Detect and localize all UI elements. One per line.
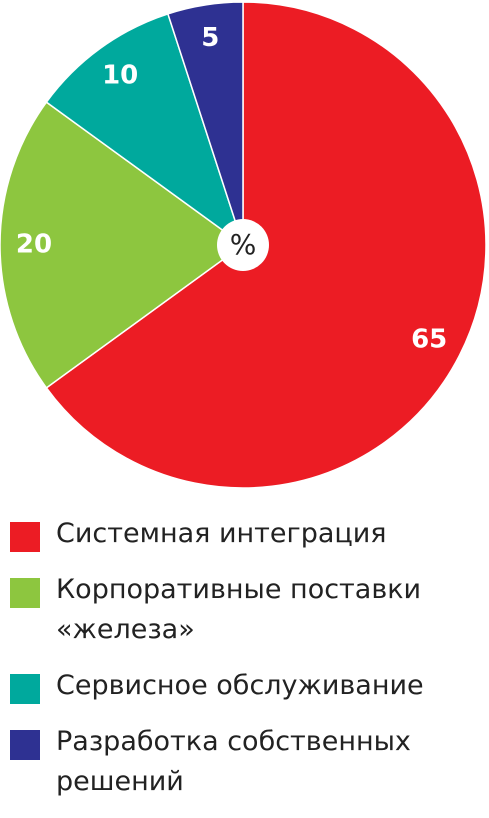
value-label: 20 <box>16 230 52 260</box>
legend-label: Сервисное обслуживание <box>56 670 424 701</box>
legend-item: Корпоративные поставки «железа» <box>10 570 485 650</box>
pie-slice <box>166 1 244 246</box>
value-label: 65 <box>411 324 447 354</box>
legend-item: Разработка собственных решений <box>10 722 485 802</box>
legend-item: Сервисное обслуживание <box>10 666 485 706</box>
pie-chart: 65 20 10 5% <box>0 1 487 489</box>
legend-label: Системная интеграция <box>56 518 387 549</box>
legend-swatch <box>10 674 40 704</box>
pie-slice <box>0 101 245 389</box>
legend-swatch <box>10 730 40 760</box>
center-label: % <box>230 228 257 261</box>
legend-swatch <box>10 522 40 552</box>
legend-swatch <box>10 578 40 608</box>
legend: Системная интеграция Корпоративные постав… <box>10 514 485 818</box>
legend-item: Системная интеграция <box>10 514 485 554</box>
value-label: 10 <box>102 60 138 90</box>
center-circle <box>217 219 269 271</box>
pie-slice <box>45 12 245 247</box>
legend-label: Корпоративные поставки «железа» <box>56 574 422 645</box>
page: {"chart_data": {"type": "pie", "center_l… <box>0 1 487 797</box>
value-label: 5 <box>201 23 219 53</box>
legend-label: Разработка собственных решений <box>56 726 411 797</box>
